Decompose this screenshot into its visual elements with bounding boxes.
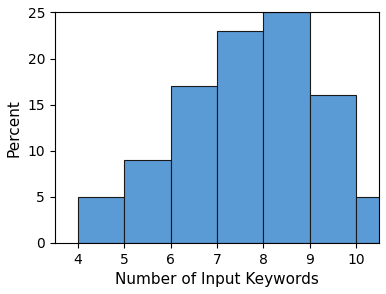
Bar	[78, 197, 124, 243]
Y-axis label: Percent: Percent	[7, 99, 22, 156]
Bar	[263, 12, 310, 243]
Bar	[171, 86, 217, 243]
X-axis label: Number of Input Keywords: Number of Input Keywords	[115, 272, 319, 287]
Bar	[124, 160, 171, 243]
Bar	[310, 95, 356, 243]
Bar	[217, 31, 263, 243]
Bar	[356, 197, 386, 243]
